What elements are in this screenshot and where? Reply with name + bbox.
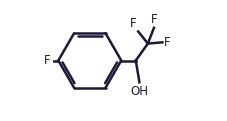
Text: OH: OH bbox=[130, 85, 148, 98]
Text: F: F bbox=[130, 17, 136, 30]
Text: F: F bbox=[151, 13, 157, 26]
Text: F: F bbox=[43, 54, 50, 67]
Text: F: F bbox=[163, 36, 170, 49]
